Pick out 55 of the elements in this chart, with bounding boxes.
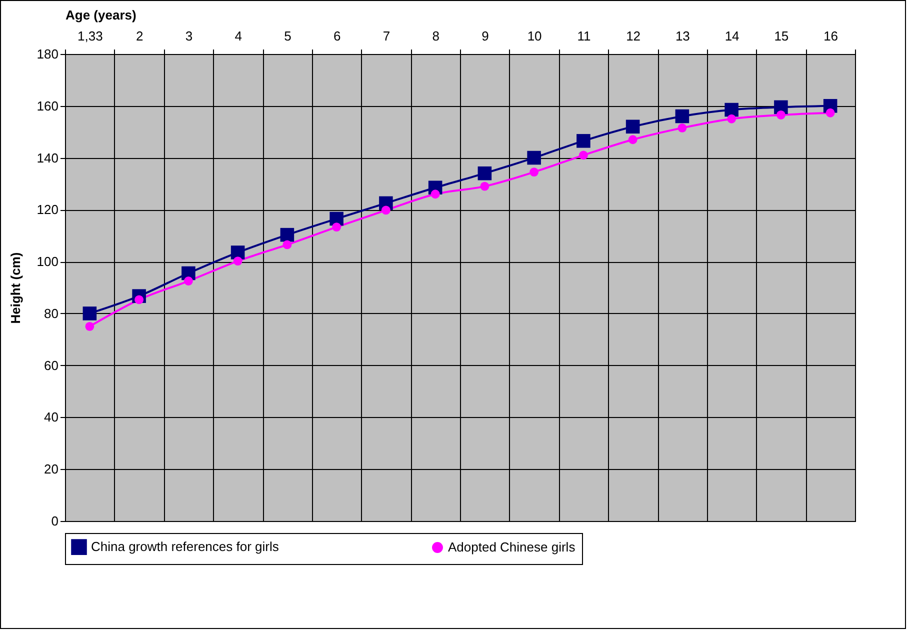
point (530, 168, 539, 177)
y-tick-label: 20 (44, 462, 58, 477)
x-tick-label: 16 (824, 28, 838, 44)
x-axis-title: Age (years) (66, 8, 136, 22)
x-tick-label: 2 (136, 28, 144, 44)
x-tick-label: 15 (774, 28, 789, 44)
x-tick-label: 5 (284, 28, 292, 44)
x-tick-label: 7 (382, 28, 390, 44)
point (628, 135, 638, 144)
point (332, 222, 342, 232)
x-tick-label: 8 (432, 28, 440, 44)
point (626, 120, 640, 134)
x-tick-label: 1,33 (78, 28, 103, 44)
x-tick-label: 10 (527, 28, 542, 44)
point (826, 108, 835, 118)
x-tick-label: 6 (333, 28, 341, 44)
legend-label: Adopted Chinese girls (448, 540, 576, 555)
x-tick-label: 12 (626, 28, 641, 44)
point (578, 150, 588, 160)
point (678, 123, 687, 132)
point (280, 228, 294, 242)
point (724, 102, 738, 117)
point (230, 246, 245, 260)
point (727, 114, 736, 124)
y-tick-label: 80 (44, 306, 58, 321)
point (233, 256, 242, 266)
point (430, 190, 440, 199)
point (675, 109, 690, 124)
x-tick-label: 9 (482, 28, 489, 44)
point (330, 212, 344, 226)
point (480, 182, 490, 191)
y-tick-label: 60 (44, 358, 58, 373)
y-axis-title: Height (cm) (8, 252, 23, 324)
legend-label: China growth references for girls (91, 539, 280, 554)
point (184, 276, 193, 286)
point (82, 306, 97, 320)
y-tick-label: 140 (36, 150, 58, 166)
point (282, 240, 292, 250)
x-tick-label: 11 (577, 28, 591, 44)
y-tick-label: 160 (36, 98, 58, 114)
point (85, 322, 94, 331)
y-tick-label: 180 (36, 46, 58, 62)
y-tick-label: 0 (51, 514, 58, 528)
point (776, 110, 786, 120)
x-tick-label: 13 (675, 28, 690, 44)
point (381, 206, 390, 215)
y-tick-label: 100 (36, 254, 58, 270)
point (576, 134, 590, 148)
x-tick-label: 3 (185, 28, 193, 44)
point (527, 150, 541, 165)
y-tick-label: 120 (36, 202, 58, 218)
point (478, 166, 492, 180)
x-tick-label: 4 (234, 28, 242, 44)
y-tick-label: 40 (44, 410, 58, 425)
x-tick-label: 14 (724, 28, 740, 44)
